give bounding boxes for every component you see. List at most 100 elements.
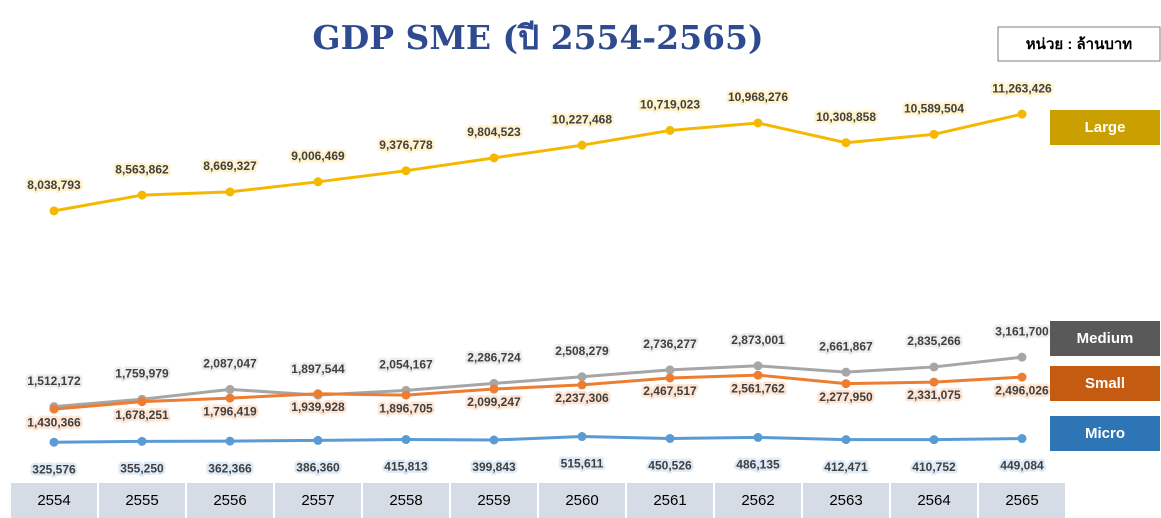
data-point bbox=[489, 153, 499, 163]
data-point bbox=[577, 140, 587, 150]
category-cell bbox=[99, 483, 185, 518]
data-label: 1,897,544 bbox=[291, 362, 345, 376]
category-cell bbox=[275, 483, 361, 518]
data-point bbox=[665, 125, 675, 135]
x-tick-label: 2563 bbox=[829, 492, 862, 509]
data-label: 325,576 bbox=[32, 462, 76, 476]
data-point bbox=[577, 372, 587, 382]
data-label: 9,006,469 bbox=[291, 149, 345, 163]
category-cell bbox=[979, 483, 1065, 518]
data-label: 362,366 bbox=[208, 461, 252, 475]
data-label: 2,736,277 bbox=[643, 337, 697, 351]
data-point bbox=[1017, 434, 1027, 444]
data-label: 1,759,979 bbox=[115, 366, 169, 380]
data-point bbox=[841, 379, 851, 389]
data-point bbox=[225, 436, 235, 446]
data-point bbox=[929, 129, 939, 139]
data-label: 8,038,793 bbox=[27, 178, 81, 192]
data-point bbox=[137, 397, 147, 407]
data-point bbox=[577, 380, 587, 390]
data-point bbox=[49, 404, 59, 414]
data-label: 8,563,862 bbox=[115, 162, 169, 176]
data-label: 486,135 bbox=[736, 458, 780, 472]
x-tick-label: 2555 bbox=[125, 492, 158, 509]
data-label: 415,813 bbox=[384, 460, 428, 474]
legend-label: Large bbox=[1085, 119, 1126, 136]
data-label: 10,227,468 bbox=[552, 112, 612, 126]
data-label: 399,843 bbox=[472, 460, 516, 474]
data-point bbox=[753, 118, 763, 128]
data-label: 2,277,950 bbox=[819, 390, 873, 404]
data-point bbox=[841, 367, 851, 377]
data-point bbox=[929, 435, 939, 445]
chart-title: GDP SME (ปี 2554-2565) bbox=[312, 18, 763, 57]
legend-label: Medium bbox=[1077, 330, 1134, 347]
data-point bbox=[313, 389, 323, 399]
data-label: 1,678,251 bbox=[115, 408, 169, 422]
unit-box bbox=[997, 26, 1161, 62]
data-point bbox=[1017, 352, 1027, 362]
data-point bbox=[225, 187, 235, 197]
data-point bbox=[753, 361, 763, 371]
data-point bbox=[929, 377, 939, 387]
x-tick-label: 2556 bbox=[213, 492, 246, 509]
data-label: 386,360 bbox=[296, 461, 340, 475]
series-line bbox=[53, 355, 1023, 409]
data-point bbox=[401, 166, 411, 176]
data-label: 2,835,266 bbox=[907, 334, 961, 348]
category-cell bbox=[11, 483, 97, 518]
data-label: 3,161,700 bbox=[995, 324, 1049, 338]
data-point bbox=[313, 435, 323, 445]
data-point bbox=[313, 177, 323, 187]
data-point bbox=[841, 138, 851, 148]
data-label: 412,471 bbox=[824, 460, 868, 474]
category-cell bbox=[803, 483, 889, 518]
data-label: 355,250 bbox=[120, 462, 164, 476]
data-label: 2,054,167 bbox=[379, 358, 433, 372]
data-point bbox=[753, 432, 763, 442]
data-point bbox=[489, 435, 499, 445]
data-label: 2,237,306 bbox=[555, 391, 609, 405]
x-tick-label: 2557 bbox=[301, 492, 334, 509]
data-point bbox=[225, 384, 235, 394]
legend-label: Micro bbox=[1085, 425, 1125, 442]
x-tick-label: 2558 bbox=[389, 492, 422, 509]
x-tick-label: 2559 bbox=[477, 492, 510, 509]
data-label: 10,308,858 bbox=[816, 110, 876, 124]
series-line bbox=[53, 435, 1023, 444]
data-label: 1,896,705 bbox=[379, 401, 433, 415]
data-point bbox=[401, 435, 411, 445]
data-label: 515,611 bbox=[561, 457, 604, 471]
data-point bbox=[49, 206, 59, 216]
data-label: 9,804,523 bbox=[467, 125, 521, 139]
x-tick-label: 2554 bbox=[37, 492, 70, 509]
x-tick-label: 2564 bbox=[917, 492, 950, 509]
data-label: 2,873,001 bbox=[731, 333, 785, 347]
data-point bbox=[841, 435, 851, 445]
category-cell bbox=[627, 483, 713, 518]
legend-label: Small bbox=[1085, 375, 1125, 392]
data-label: 1,939,928 bbox=[291, 400, 345, 414]
data-label: 2,286,724 bbox=[467, 351, 521, 365]
data-point bbox=[225, 393, 235, 403]
x-tick-label: 2562 bbox=[741, 492, 774, 509]
data-label: 450,526 bbox=[648, 459, 692, 473]
category-cell bbox=[187, 483, 273, 518]
series-line bbox=[53, 373, 1023, 411]
data-point bbox=[137, 190, 147, 200]
data-point bbox=[929, 362, 939, 372]
x-tick-label: 2561 bbox=[653, 492, 686, 509]
unit-label: หน่วย : ล้านบาท bbox=[1026, 36, 1132, 53]
data-label: 2,508,279 bbox=[555, 344, 609, 358]
data-label: 9,376,778 bbox=[379, 138, 433, 152]
data-label: 2,099,247 bbox=[467, 395, 521, 409]
data-point bbox=[753, 370, 763, 380]
data-point bbox=[665, 433, 675, 443]
legend-swatch bbox=[1050, 366, 1160, 401]
data-point bbox=[1017, 109, 1027, 119]
category-cell bbox=[451, 483, 537, 518]
category-cell bbox=[891, 483, 977, 518]
legend-swatch bbox=[1050, 321, 1160, 356]
data-point bbox=[401, 390, 411, 400]
legend-swatch bbox=[1050, 416, 1160, 451]
